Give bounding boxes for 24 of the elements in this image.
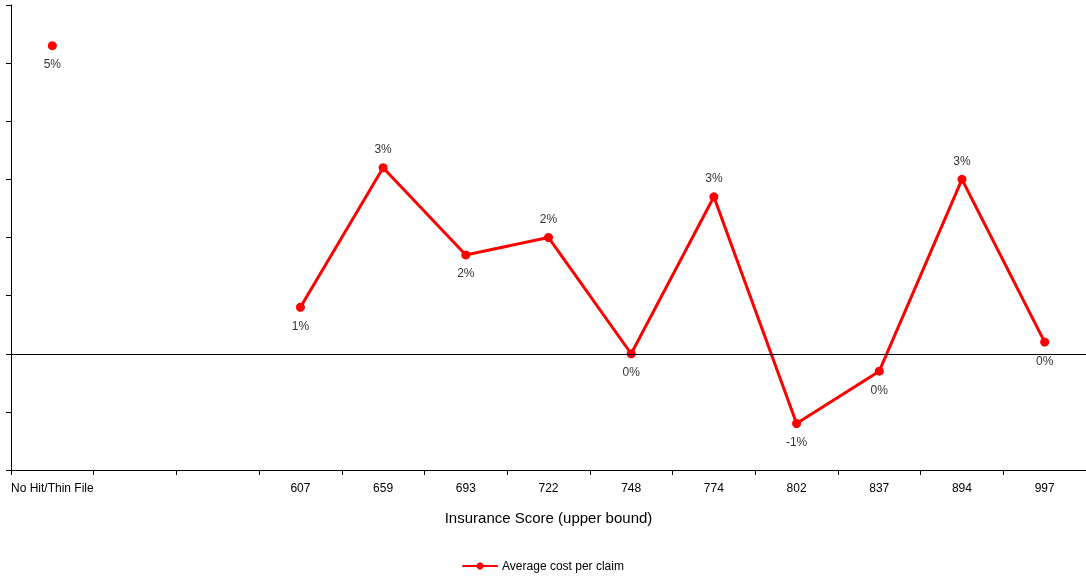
x-tick-label: 693 [455,481,477,495]
data-label: 0% [1035,353,1054,368]
x-tick-label: 774 [703,481,725,495]
data-label: 5% [43,57,62,72]
data-label: 2% [539,212,558,226]
data-label: 0% [622,365,641,380]
x-tick-label: 607 [290,481,311,495]
data-label: -1% [785,435,808,449]
data-label: 0% [870,382,889,397]
x-tick-label: 997 [1034,481,1055,495]
data-label: 3% [374,142,393,157]
data-label: 2% [457,266,475,281]
x-tick-label: 837 [869,481,890,495]
x-tick-label: 659 [373,481,394,495]
legend-label: Average cost per claim [502,559,624,573]
data-label: 3% [953,153,971,168]
x-tick-label: 894 [951,481,973,495]
x-tick-label: 802 [786,481,807,495]
x-tick-label: 748 [621,481,642,495]
x-tick-label: 722 [538,481,559,495]
data-label: 3% [705,171,723,186]
x-tick-label: No Hit/Thin File [11,481,95,495]
x-axis-title: Insurance Score (upper bound) [444,509,653,526]
data-label: 1% [291,318,310,333]
